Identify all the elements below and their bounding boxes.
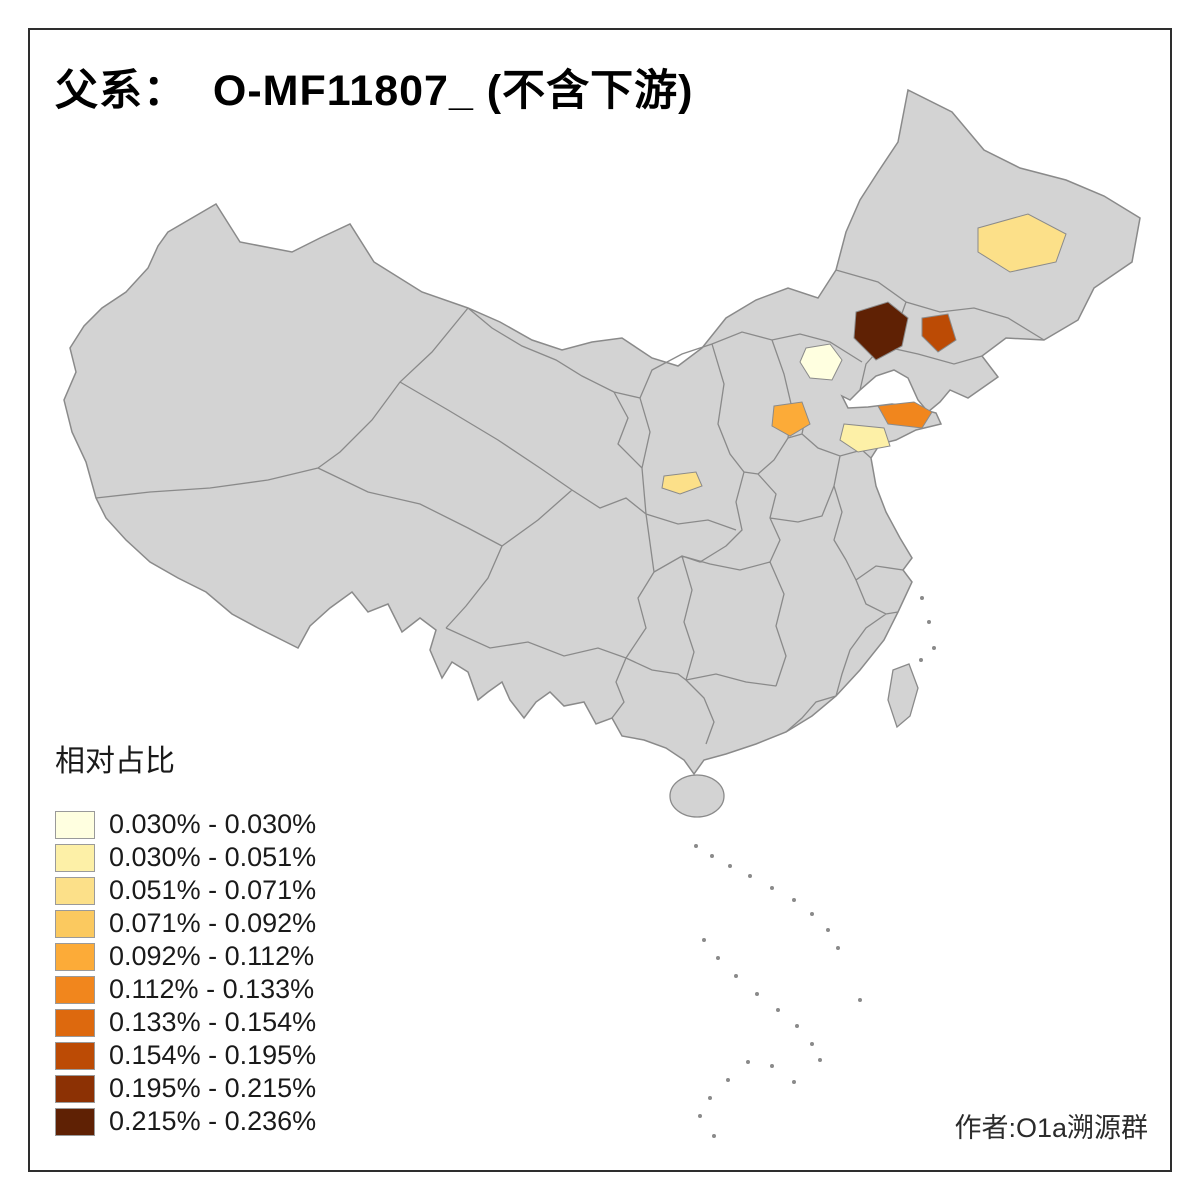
legend-item: 0.051% - 0.071% <box>55 874 316 907</box>
region-shandong-west <box>771 401 811 437</box>
legend-item: 0.195% - 0.215% <box>55 1072 316 1105</box>
legend-title: 相对占比 <box>55 745 175 778</box>
legend-item: 0.030% - 0.030% <box>55 808 316 841</box>
legend-swatch <box>55 942 95 971</box>
region-shaanxi <box>661 471 703 495</box>
legend-swatch <box>55 1041 95 1070</box>
legend-item: 0.133% - 0.154% <box>55 1006 316 1039</box>
island-dot <box>810 912 814 916</box>
island-dot <box>920 596 924 600</box>
island-dot <box>708 1096 712 1100</box>
island-dot <box>792 898 796 902</box>
province-borders <box>95 269 1045 745</box>
legend-item: 0.071% - 0.092% <box>55 907 316 940</box>
legend-label: 0.215% - 0.236% <box>109 1106 317 1136</box>
legend-label: 0.112% - 0.133% <box>109 974 315 1004</box>
legend-label: 0.154% - 0.195% <box>109 1040 317 1070</box>
legend-label: 0.030% - 0.030% <box>109 809 317 839</box>
island-dot <box>818 1058 822 1062</box>
legend-label: 0.133% - 0.154% <box>109 1007 317 1037</box>
island-dot <box>746 1060 750 1064</box>
island-dot <box>770 1064 774 1068</box>
island-dot <box>810 1042 814 1046</box>
region-shandong-peninsula <box>877 401 933 429</box>
island-dot <box>734 974 738 978</box>
legend-label: 0.030% - 0.051% <box>109 842 317 872</box>
legend-item: 0.215% - 0.236% <box>55 1105 316 1138</box>
legend-swatch <box>55 876 95 905</box>
legend-item: 0.092% - 0.112% <box>55 940 316 973</box>
legend-swatch <box>55 1074 95 1103</box>
island-dot <box>710 854 714 858</box>
island-dot <box>792 1080 796 1084</box>
region-liaoning-east <box>921 313 957 353</box>
island-dot <box>927 620 931 624</box>
page-title: 父系： O-MF11807_ (不含下游) <box>55 67 694 115</box>
legend-swatch <box>55 1008 95 1037</box>
island-dot <box>826 928 830 932</box>
island-dot <box>716 956 720 960</box>
island-dot <box>836 946 840 950</box>
region-heilongjiang <box>977 213 1067 273</box>
legend-label: 0.071% - 0.092% <box>109 908 317 938</box>
island-dot <box>728 864 732 868</box>
island-dot <box>712 1134 716 1138</box>
island-dot <box>919 658 923 662</box>
legend-swatch <box>55 975 95 1004</box>
attribution: 作者:O1a溯源群 <box>954 1113 1148 1143</box>
legend-item: 0.030% - 0.051% <box>55 841 316 874</box>
legend-item: 0.154% - 0.195% <box>55 1039 316 1072</box>
region-liaoning-west <box>853 301 909 361</box>
legend-swatch <box>55 843 95 872</box>
taiwan-island-shape <box>887 663 919 729</box>
region-shandong-central <box>839 423 891 453</box>
island-dot <box>858 998 862 1002</box>
island-dot <box>702 938 706 942</box>
legend-swatch <box>55 810 95 839</box>
island-dot <box>776 1008 780 1012</box>
island-dot <box>755 992 759 996</box>
island-dot <box>748 874 752 878</box>
island-dot <box>694 844 698 848</box>
legend-item: 0.112% - 0.133% <box>55 973 316 1006</box>
small-islands-group <box>694 596 936 1138</box>
region-beijing <box>799 343 843 381</box>
legend-label: 0.195% - 0.215% <box>109 1073 317 1103</box>
legend-label: 0.051% - 0.071% <box>109 875 317 905</box>
island-dot <box>698 1114 702 1118</box>
china-mainland-shape <box>63 88 1141 776</box>
island-dot <box>726 1078 730 1082</box>
legend-label: 0.092% - 0.112% <box>109 941 315 971</box>
legend: 相对占比 0.030% - 0.030% 0.030% - 0.051% 0.0… <box>55 736 316 1138</box>
island-dot <box>770 886 774 890</box>
island-dot <box>795 1024 799 1028</box>
legend-swatch <box>55 1107 95 1136</box>
island-dot <box>932 646 936 650</box>
hainan-island-shape <box>669 774 725 818</box>
legend-swatch <box>55 909 95 938</box>
